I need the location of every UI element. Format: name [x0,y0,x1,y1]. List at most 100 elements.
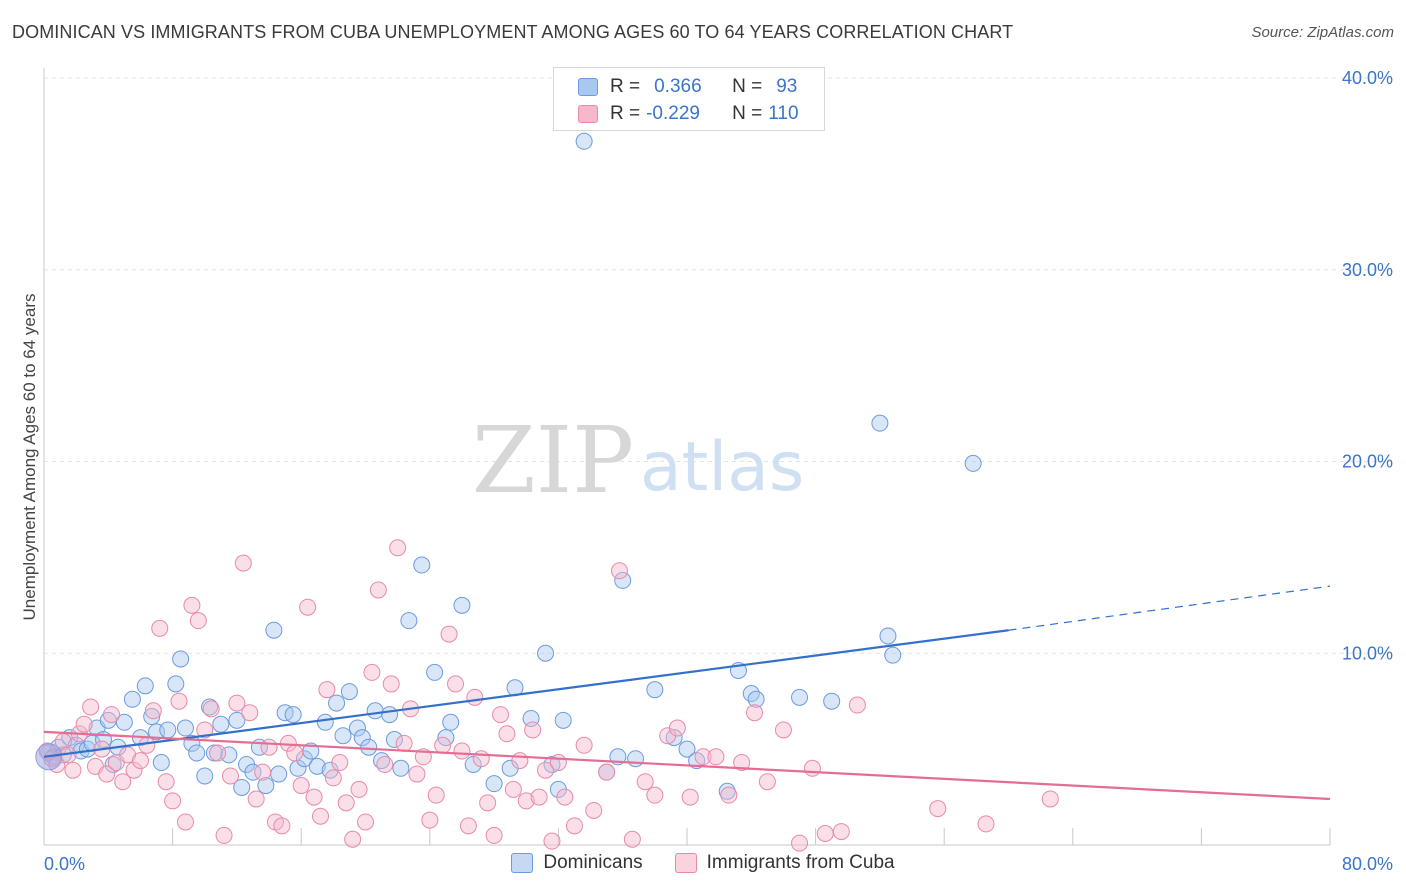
point-dominicans [188,744,206,762]
point-cuba [707,748,725,766]
point-dominicans [879,627,897,645]
trend-lines [43,585,1331,801]
point-cuba [318,681,336,699]
legend-swatch-cuba [578,105,598,123]
point-cuba [549,754,567,772]
point-dominicans [136,677,154,695]
point-dominicans [152,754,170,772]
r-label: R = [610,76,641,97]
point-cuba [151,619,169,637]
point-cuba [189,612,207,630]
point-cuba [357,813,374,831]
y-tick-label: 40.0% [1342,68,1393,88]
point-dominicans [426,663,444,681]
y-tick-label: 10.0% [1342,643,1393,663]
point-cuba [758,773,776,791]
point-dominicans [453,596,471,614]
point-cuba [720,786,738,804]
legend-item-cuba: Immigrants from Cuba [674,852,895,874]
trend-line-dominicans [43,629,1009,758]
point-cuba [125,761,143,779]
point-cuba [598,763,616,781]
point-dominicans [400,612,418,630]
point-cuba [196,721,214,739]
point-cuba [408,765,426,783]
point-cuba [176,813,194,831]
point-dominicans [665,729,683,747]
point-cuba [331,754,349,772]
point-cuba [543,832,561,850]
point-dominicans [348,719,366,737]
point-dominicans [627,750,645,768]
point-cuba [929,800,947,818]
point-dominicans [284,706,302,724]
point-dominicans [265,621,283,639]
series-legend: Dominicans Immigrants from Cuba [0,852,1406,874]
point-dominicans [791,688,809,706]
point-dominicans [360,738,378,756]
point-dominicans [159,721,177,739]
point-cuba [75,715,93,733]
point-cuba [247,790,265,808]
point-cuba [82,698,100,716]
point-cuba [138,736,156,754]
tick-labels: 10.0% 20.0% 30.0% 40.0% 0.0% 80.0% [44,68,1393,874]
point-cuba [395,734,413,752]
point-cuba [299,598,317,616]
point-dominicans [228,711,246,729]
point-cuba [273,817,291,835]
data-points [35,132,1059,852]
legend-swatch-dominicans [511,853,534,873]
point-cuba [114,773,132,791]
point-dominicans [442,713,460,731]
point-dominicans [172,650,190,668]
point-cuba [977,815,995,833]
point-dominicans [316,713,334,731]
point-cuba [459,817,477,835]
point-dominicans [537,644,555,662]
point-dominicans [176,719,194,737]
point-cuba [376,755,394,773]
point-dominicans [747,690,765,708]
point-cuba [575,736,593,754]
point-dominicans [353,729,371,747]
point-cuba [694,748,712,766]
legend-swatch-cuba [674,853,697,873]
point-dominicans [257,777,275,795]
point-cuba [636,773,654,791]
point-cuba [746,704,764,722]
point-dominicans [646,681,664,699]
x-tick-label: 0.0% [44,854,85,874]
point-cuba [832,823,850,841]
source-credit: Source: ZipAtlas.com [1251,24,1394,41]
point-dominicans [385,731,403,749]
point-cuba [311,807,329,825]
point-dominicans [884,646,902,664]
point-cuba [144,702,162,720]
point-cuba [530,788,548,806]
point-cuba [228,694,246,712]
point-cuba [479,794,497,812]
legend-label-dominicans: Dominicans [543,852,643,873]
point-dominicans [115,713,133,731]
chart-title: DOMINICAN VS IMMIGRANTS FROM CUBA UNEMPL… [12,22,1014,42]
point-cuba [98,765,116,783]
point-cuba [254,763,272,781]
point-cuba [733,754,751,772]
y-axis-label: Unemployment Among Ages 60 to 64 years [20,293,39,621]
point-cuba [1041,790,1059,808]
point-dominicans [554,711,572,729]
point-cuba [504,780,522,798]
n-value: 93 [776,76,798,97]
point-dominicans [392,759,410,777]
point-dominicans [543,755,561,773]
point-cuba [774,721,792,739]
point-cuba [421,811,439,829]
point-cuba [215,826,233,844]
r-value: -0.229 [646,103,700,124]
point-cuba [241,704,259,722]
point-cuba [524,721,542,739]
trend-line-dominicans-extension [1008,585,1331,631]
point-cuba [260,738,278,756]
y-tick-label: 20.0% [1342,452,1393,472]
